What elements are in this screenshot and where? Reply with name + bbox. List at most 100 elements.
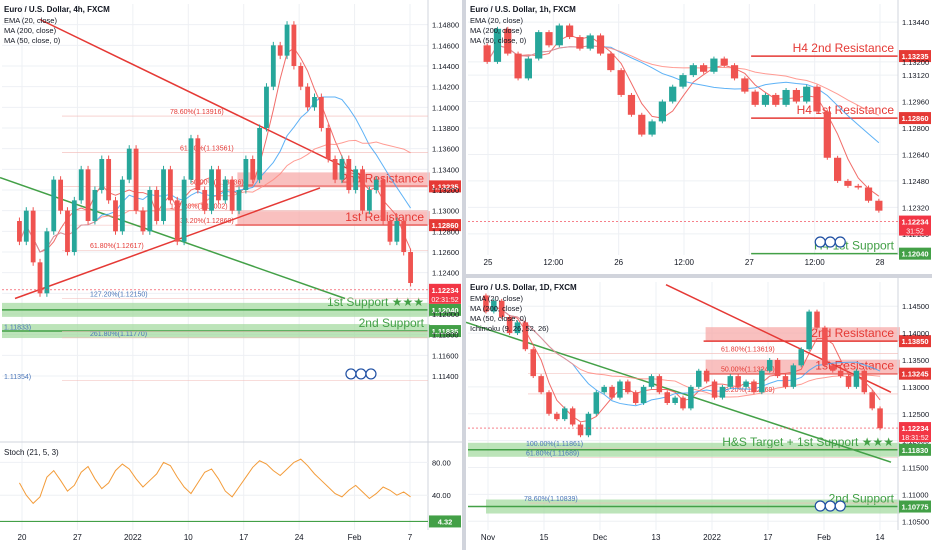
- candle-body: [875, 200, 883, 211]
- candle-body: [854, 185, 862, 188]
- trendline-rising[interactable]: [14, 187, 321, 300]
- resistance-level-label: H4 2nd Resistance: [793, 41, 895, 55]
- candle-body: [803, 86, 811, 102]
- candle-body: [181, 179, 187, 242]
- price-tag-text: 1.13235: [431, 182, 458, 191]
- trendline-resistance[interactable]: [39, 18, 361, 176]
- economic-event-icon[interactable]: [824, 236, 836, 248]
- candle-body: [147, 190, 153, 232]
- candle-body: [766, 359, 773, 371]
- candle-body: [305, 86, 311, 108]
- y-tick-label: 1.12600: [432, 248, 459, 257]
- candle-body: [798, 349, 804, 366]
- candle-body: [569, 408, 576, 425]
- candle-body: [648, 121, 656, 135]
- trendline-support[interactable]: [0, 176, 346, 300]
- candle-body: [546, 392, 552, 414]
- h1-chart-svg[interactable]: 25 12:00 26 12:00 27 12:00 28 H4 2nd Resistance…: [466, 0, 932, 294]
- candle-body: [522, 322, 529, 350]
- candle-body: [813, 86, 821, 112]
- price-tag: [899, 50, 931, 63]
- candle-body: [167, 169, 173, 201]
- candle-body: [782, 89, 790, 105]
- chart-pane-h4[interactable]: 20 27 2022 10 17 24 Feb 7 2nd Resistance 1.13235 1…: [0, 0, 462, 550]
- y-tick-label: 1.12500: [902, 410, 929, 419]
- candle-body: [535, 32, 543, 59]
- candle-body: [387, 221, 393, 242]
- candle-body: [243, 159, 249, 190]
- x-tick-label: 13: [652, 533, 661, 542]
- candle-body: [730, 65, 739, 79]
- countdown-text: 31:52: [906, 229, 924, 236]
- chart-pane-h1[interactable]: 25 12:00 26 12:00 27 12:00 28 H4 2nd Resistance…: [466, 0, 932, 294]
- economic-event-icon[interactable]: [834, 236, 846, 248]
- indicator-label: MA (50, close, 0): [4, 36, 61, 45]
- candle-body: [806, 311, 812, 350]
- candle-body: [229, 179, 235, 211]
- candle-body: [638, 114, 646, 135]
- candle-body: [656, 376, 663, 393]
- candle-body: [601, 386, 607, 393]
- y-tick-label: 1.12800: [902, 124, 929, 133]
- indicator-label: EMA (20, close): [4, 16, 57, 25]
- price-tag: [899, 247, 931, 260]
- countdown-text: 02:31:52: [431, 297, 458, 304]
- y-tick-label: 1.11400: [432, 372, 459, 381]
- x-tick-label: 25: [484, 258, 493, 267]
- candle-body: [640, 386, 647, 403]
- candle-body: [483, 45, 491, 62]
- candle-body: [44, 231, 50, 294]
- candle-body: [353, 169, 359, 190]
- candle-body: [607, 53, 615, 71]
- trendline-support[interactable]: [465, 321, 892, 463]
- trendline-resistance[interactable]: [665, 284, 892, 393]
- support-level-label: H&S Target + 1st Support ★★★: [722, 435, 894, 449]
- economic-event-icon[interactable]: [814, 500, 826, 512]
- candle-body: [514, 322, 521, 334]
- pane-divider-vertical[interactable]: [462, 0, 466, 550]
- x-tick-label: 2022: [703, 533, 721, 542]
- price-tag: [899, 443, 931, 456]
- x-tick-label: 14: [876, 533, 885, 542]
- economic-event-icon[interactable]: [824, 500, 836, 512]
- x-tick-label: 17: [764, 533, 773, 542]
- candle-body: [861, 370, 868, 393]
- fib-label: 1.11354): [4, 374, 31, 381]
- indicator-label: EMA (20, close): [470, 16, 523, 25]
- candle-body: [577, 424, 584, 436]
- price-tag-text: 1.12860: [431, 221, 458, 230]
- price-tag: [899, 367, 931, 380]
- candle-body: [366, 190, 372, 211]
- candle-body: [545, 32, 553, 46]
- economic-event-icon[interactable]: [345, 368, 357, 380]
- candle-body: [751, 381, 757, 393]
- y-tick-label: 1.11000: [902, 490, 929, 499]
- pane-divider-horizontal[interactable]: [466, 274, 932, 278]
- y-tick-label: 1.14200: [432, 83, 459, 92]
- candle-body: [23, 210, 29, 242]
- economic-event-icon[interactable]: [355, 368, 367, 380]
- d1-chart-svg[interactable]: Nov 15 Dec 13 2022 17 Feb 14 2nd Resistance 1.138…: [465, 278, 932, 550]
- candle-body: [554, 413, 560, 420]
- candle-body: [483, 295, 489, 312]
- candle-body: [822, 327, 828, 366]
- y-tick-label: 1.14400: [432, 62, 459, 71]
- economic-event-icon[interactable]: [365, 368, 377, 380]
- candle-body: [209, 169, 214, 211]
- chart-pane-d1[interactable]: Nov 15 Dec 13 2022 17 Feb 14 2nd Resistance 1.138…: [465, 278, 932, 550]
- x-tick-label: 27: [73, 533, 82, 542]
- indicator-label: MA (200, close): [4, 26, 57, 35]
- candle-body: [719, 386, 726, 398]
- economic-event-icon[interactable]: [814, 236, 826, 248]
- candle-body: [689, 65, 697, 76]
- y-tick-label: 1.11500: [902, 464, 929, 473]
- candle-body: [672, 397, 678, 403]
- candle-body: [632, 392, 639, 403]
- price-tag-text: 1.13245: [901, 370, 928, 379]
- candle-body: [17, 221, 22, 242]
- ma200-line: [18, 139, 411, 253]
- candle-body: [772, 94, 780, 105]
- candle-body: [759, 370, 765, 393]
- economic-event-icon[interactable]: [834, 500, 846, 512]
